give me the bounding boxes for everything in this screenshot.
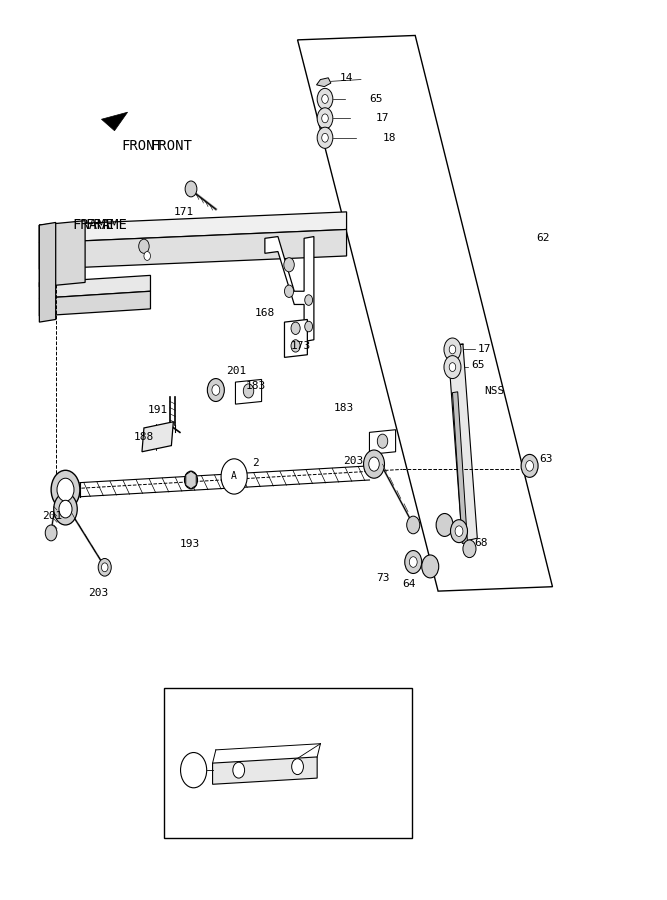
Circle shape — [321, 133, 328, 142]
Polygon shape — [235, 380, 261, 404]
Circle shape — [51, 471, 80, 509]
Polygon shape — [317, 77, 331, 86]
Text: FRAME: FRAME — [85, 218, 127, 232]
Circle shape — [305, 295, 313, 305]
Circle shape — [291, 322, 300, 335]
Polygon shape — [39, 292, 151, 316]
Polygon shape — [142, 422, 173, 452]
Polygon shape — [265, 237, 314, 341]
Circle shape — [317, 88, 333, 110]
Circle shape — [57, 478, 74, 501]
Circle shape — [45, 525, 57, 541]
Polygon shape — [39, 220, 85, 287]
Circle shape — [291, 339, 300, 352]
Circle shape — [455, 526, 463, 536]
Text: 2: 2 — [252, 458, 259, 468]
Circle shape — [54, 493, 77, 525]
Circle shape — [185, 181, 197, 197]
Circle shape — [305, 321, 313, 332]
Circle shape — [463, 540, 476, 558]
Text: FRONT: FRONT — [121, 139, 163, 153]
Text: 64: 64 — [402, 579, 416, 590]
Circle shape — [284, 285, 293, 297]
Circle shape — [139, 239, 149, 253]
Text: 65: 65 — [370, 94, 383, 104]
Circle shape — [407, 517, 420, 534]
Polygon shape — [39, 212, 347, 243]
Circle shape — [364, 450, 384, 478]
Text: FRONT: FRONT — [151, 139, 192, 153]
Bar — [163, 688, 412, 838]
Text: 62: 62 — [536, 233, 550, 243]
Text: 491: 491 — [323, 730, 346, 743]
Circle shape — [449, 363, 456, 372]
Circle shape — [422, 555, 439, 578]
Circle shape — [317, 127, 333, 148]
Circle shape — [369, 457, 380, 472]
Text: 17: 17 — [478, 344, 491, 354]
Circle shape — [144, 252, 151, 260]
Polygon shape — [39, 222, 56, 322]
Circle shape — [450, 519, 468, 543]
Text: 73: 73 — [376, 573, 390, 583]
Circle shape — [101, 562, 108, 572]
Text: 18: 18 — [383, 133, 396, 143]
Circle shape — [444, 356, 461, 379]
Circle shape — [449, 345, 456, 354]
Text: A: A — [231, 472, 237, 482]
Polygon shape — [370, 429, 396, 454]
Text: 173: 173 — [291, 341, 311, 351]
Polygon shape — [452, 392, 468, 544]
Text: 63: 63 — [540, 454, 553, 464]
Circle shape — [444, 338, 461, 361]
Text: 201: 201 — [43, 511, 63, 521]
Polygon shape — [186, 472, 196, 489]
Polygon shape — [39, 230, 347, 269]
Text: 68: 68 — [474, 537, 488, 547]
Polygon shape — [297, 35, 552, 591]
Text: 188: 188 — [134, 432, 154, 442]
Circle shape — [321, 114, 328, 122]
Text: 171: 171 — [173, 207, 193, 217]
Circle shape — [221, 459, 247, 494]
Text: A: A — [191, 765, 197, 775]
Circle shape — [181, 752, 207, 788]
Text: 65: 65 — [471, 360, 484, 370]
Circle shape — [243, 383, 253, 398]
Circle shape — [405, 551, 422, 573]
Text: FRAME: FRAME — [72, 218, 114, 232]
Circle shape — [378, 434, 388, 448]
Text: 183: 183 — [245, 382, 265, 392]
Polygon shape — [285, 320, 307, 357]
Text: 203: 203 — [344, 455, 364, 465]
Circle shape — [436, 514, 453, 536]
Circle shape — [212, 384, 219, 395]
Circle shape — [284, 257, 294, 272]
Circle shape — [98, 559, 111, 576]
Circle shape — [321, 94, 328, 104]
Circle shape — [185, 472, 197, 489]
Polygon shape — [101, 112, 127, 130]
Text: 14: 14 — [340, 73, 354, 83]
Polygon shape — [448, 344, 478, 542]
Text: 183: 183 — [334, 402, 354, 413]
Polygon shape — [213, 757, 317, 784]
Circle shape — [291, 759, 303, 775]
Text: 193: 193 — [180, 539, 200, 549]
Circle shape — [521, 454, 538, 477]
Text: 191: 191 — [147, 405, 167, 415]
Circle shape — [526, 461, 534, 472]
Circle shape — [59, 500, 72, 518]
Circle shape — [233, 762, 245, 778]
Text: 203: 203 — [88, 588, 109, 598]
Text: ASSIST SIDE: ASSIST SIDE — [242, 698, 324, 710]
Circle shape — [410, 557, 417, 567]
Text: 17: 17 — [376, 113, 390, 123]
Polygon shape — [39, 275, 151, 298]
Circle shape — [207, 379, 224, 401]
Text: NSS: NSS — [484, 386, 504, 396]
Circle shape — [317, 108, 333, 129]
Text: 201: 201 — [225, 365, 246, 375]
Text: 168: 168 — [255, 309, 275, 319]
